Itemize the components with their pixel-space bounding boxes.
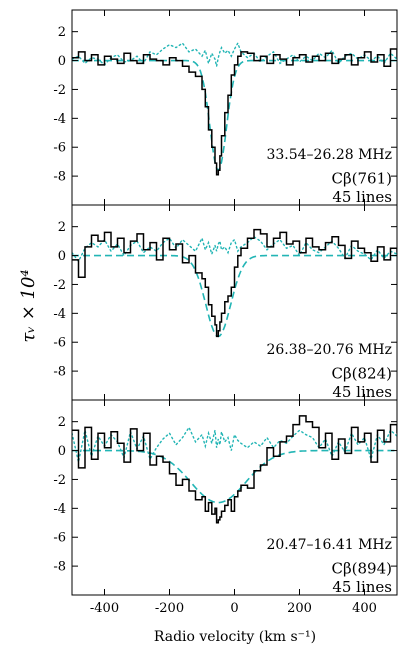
residual-dotted-line (72, 235, 397, 263)
x-tick-label: 200 (287, 601, 312, 616)
spectrum-step-line (72, 228, 397, 338)
x-tick-label: -400 (90, 601, 119, 616)
y-tick-label: -2 (53, 473, 66, 488)
residual-dotted-line (72, 425, 397, 463)
y-tick-label: 0 (58, 444, 66, 459)
transition-label: Cβ(824) (332, 364, 392, 382)
x-tick-label: -200 (155, 601, 184, 616)
y-axis-label: τᵥ × 10⁴ (18, 269, 39, 342)
y-tick-label: 0 (58, 249, 66, 264)
y-tick-label: -6 (53, 531, 66, 546)
gaussian-fit-line (72, 254, 397, 338)
frequency-range-label: 26.38–20.76 MHz (266, 342, 392, 358)
line-count-label: 45 lines (332, 383, 392, 401)
y-tick-label: -8 (53, 365, 66, 380)
y-tick-label: -8 (53, 170, 66, 185)
spectrum-step-line (72, 415, 397, 524)
panel-1: -8 -6 -4 -2 0 2 33.54–26.28 MHz Cβ(761)45 lines (53, 9, 398, 206)
y-tick-label: -4 (53, 307, 66, 322)
panel-2: -8 -6 -4 -2 0 2 26.38–20.76 MHz Cβ(824)45 lines (53, 204, 398, 401)
y-tick-label: 2 (58, 25, 66, 40)
y-tick-label: 2 (58, 220, 66, 235)
y-tick-label: -2 (53, 278, 66, 293)
x-axis-label: Radio velocity (km s⁻¹) (154, 629, 316, 645)
y-tick-label: 2 (58, 415, 66, 430)
gaussian-fit-line (72, 449, 397, 504)
y-tick-label: -8 (53, 560, 66, 575)
y-tick-label: 0 (58, 54, 66, 69)
frequency-range-label: 33.54–26.28 MHz (266, 147, 392, 163)
y-tick-label: -4 (53, 112, 66, 127)
plot-area (72, 228, 397, 338)
x-axis: -400 -200 0 200 400 (90, 601, 377, 616)
y-tick-label: -6 (53, 141, 66, 156)
x-tick-label: 400 (352, 601, 377, 616)
y-tick-label: -6 (53, 336, 66, 351)
plot-area (72, 415, 397, 524)
line-count-label: 45 lines (332, 188, 392, 206)
plot-area (72, 41, 397, 176)
frequency-range-label: 20.47–16.41 MHz (266, 537, 392, 553)
y-tick-label: -2 (53, 83, 66, 98)
panel-3: -8 -6 -4 -2 0 2 20.47–16.41 MHz Cβ(894)45 lines (53, 399, 398, 596)
y-tick-label: -4 (53, 502, 66, 517)
line-count-label: 45 lines (332, 578, 392, 596)
spectrum-step-line (72, 48, 397, 176)
transition-label: Cβ(761) (332, 169, 392, 187)
x-tick-label: 0 (230, 601, 238, 616)
transition-label: Cβ(894) (332, 559, 392, 577)
gaussian-fit-line (72, 59, 397, 172)
